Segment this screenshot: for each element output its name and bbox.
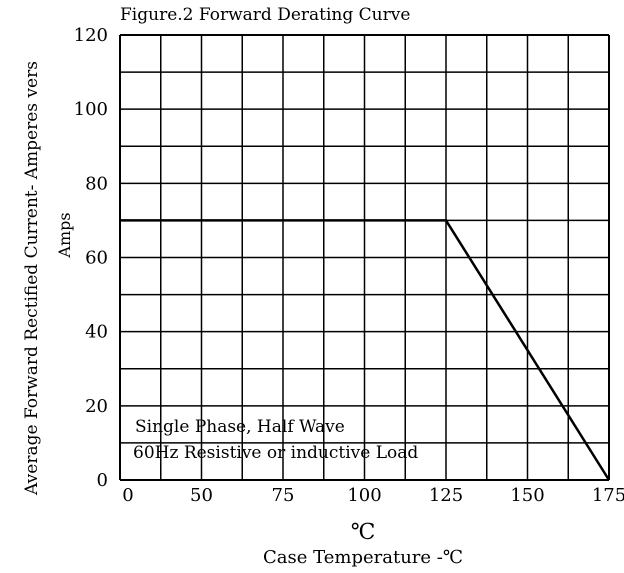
y-tick-label: 0 — [97, 470, 108, 491]
y-tick-label: 80 — [85, 173, 108, 194]
x-tick-label: 0 — [122, 485, 133, 506]
chart-title: Figure.2 Forward Derating Curve — [120, 5, 410, 25]
tick-labels: 0 20 40 60 80 100 120 0 50 75 100 125 150 175 — [74, 25, 624, 506]
y-tick-label: 20 — [85, 396, 108, 417]
x-axis-label: Case Temperature -℃ — [263, 547, 463, 568]
grid-lines — [119, 34, 610, 481]
y-tick-label: 120 — [74, 25, 108, 46]
x-tick-label: 125 — [429, 485, 463, 506]
y-tick-label: 100 — [74, 99, 108, 120]
x-tick-label: 150 — [510, 485, 544, 506]
x-tick-label: 100 — [347, 485, 381, 506]
y-axis-label-outer: Average Forward Rectified Current- Amper… — [22, 61, 42, 496]
y-axis-label-inner: Amps — [55, 212, 74, 258]
y-tick-label: 60 — [85, 248, 108, 269]
annotation-line-1: Single Phase, Half Wave — [135, 417, 345, 437]
y-tick-label: 40 — [85, 322, 108, 343]
x-tick-label: 75 — [272, 485, 295, 506]
x-axis-unit: ℃ — [351, 520, 376, 545]
x-tick-label: 175 — [592, 485, 624, 506]
x-tick-label: 50 — [190, 485, 213, 506]
annotation-line-2: 60Hz Resistive or inductive Load — [133, 443, 418, 463]
derating-curve — [120, 219, 611, 481]
